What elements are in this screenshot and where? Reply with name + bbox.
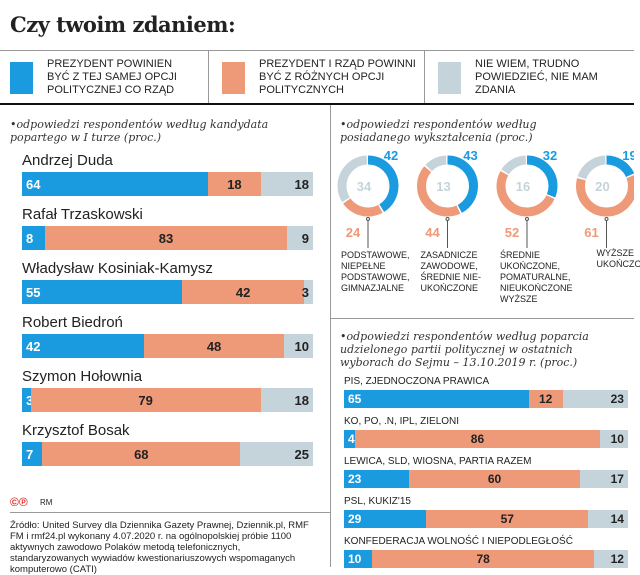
- bar-segment: 18: [208, 172, 260, 196]
- category-label: KO, PO, .N, IPL, ZIELONI: [344, 416, 459, 427]
- bar-segment: 79: [31, 388, 261, 412]
- copyright-icon: ©℗: [10, 495, 28, 509]
- bar-segment: 17: [580, 470, 628, 488]
- category-label: Krzysztof Bosak: [22, 422, 130, 439]
- legend-label: NIE WIEM, TRUDNO POWIEDZIEĆ, NIE MAM ZDA…: [475, 58, 605, 97]
- bar-segment: 3: [304, 280, 313, 304]
- category-label: ZASADNICZE ZAWODOWE, ŚREDNIE NIE-UKOŃCZO…: [421, 250, 501, 294]
- data-label: 43: [463, 148, 477, 163]
- category-label: Szymon Hołownia: [22, 368, 142, 385]
- donut-charts: 42 34 24 43 13 44 32 16 52 19 20 61: [331, 140, 634, 250]
- page-title: Czy twoim zdaniem:: [10, 12, 235, 37]
- data-label: 19: [622, 148, 634, 163]
- data-label: 24: [346, 225, 361, 240]
- bar-segment: 12: [529, 390, 563, 408]
- bar-segment: 4: [344, 430, 355, 448]
- bar-segment: 42: [182, 280, 304, 304]
- credit: RM: [40, 498, 52, 507]
- bar-segment: 9: [287, 226, 313, 250]
- divider: [0, 103, 634, 105]
- data-label: 34: [357, 179, 372, 194]
- divider: [424, 51, 425, 103]
- bar-segment: 10: [600, 430, 628, 448]
- category-label: ŚREDNIE UKOŃCZONE, POMATURALNE, NIEUKOŃC…: [500, 250, 580, 305]
- data-label: 20: [595, 179, 609, 194]
- bar-segment: 78: [372, 550, 594, 568]
- bar-segment: 29: [344, 510, 426, 528]
- bar-segment: 7: [22, 442, 42, 466]
- legend-item: PREZYDENT I RZĄD POWINNI BYĆ Z RÓŻNYCH O…: [222, 58, 419, 97]
- divider: [208, 51, 209, 103]
- data-label: 44: [425, 225, 440, 240]
- bar-segment: 42: [22, 334, 144, 358]
- bar-segment: 25: [240, 442, 313, 466]
- bar-segment: 55: [22, 280, 182, 304]
- legend-item: NIE WIEM, TRUDNO POWIEDZIEĆ, NIE MAM ZDA…: [438, 58, 605, 97]
- bar-segment: 64: [22, 172, 208, 196]
- bar-segment: 3: [22, 388, 31, 412]
- legend-swatch: [438, 62, 461, 94]
- leader-dot: [605, 218, 608, 221]
- bar-segment: 14: [588, 510, 628, 528]
- legend-item: PREZYDENT POWINIEN BYĆ Z TEJ SAMEJ OPCJI…: [10, 58, 197, 97]
- bar-segment: 8: [22, 226, 45, 250]
- legend-swatch: [10, 62, 33, 94]
- legend-swatch: [222, 62, 245, 94]
- bar-segment: 10: [284, 334, 313, 358]
- leader-dot: [446, 218, 449, 221]
- bar-segment: 10: [344, 550, 372, 568]
- divider: [331, 318, 634, 319]
- legend-label: PREZYDENT POWINIEN BYĆ Z TEJ SAMEJ OPCJI…: [47, 58, 197, 97]
- chart-title: odpowiedzi respondentów według poparcia …: [340, 330, 620, 369]
- category-label: Andrzej Duda: [22, 152, 113, 169]
- legend-label: PREZYDENT I RZĄD POWINNI BYĆ Z RÓŻNYCH O…: [259, 58, 419, 97]
- category-label: Władysław Kosiniak-Kamysz: [22, 260, 213, 277]
- data-label: 16: [516, 179, 530, 194]
- chart-title: odpowiedzi respondentów według kandydata…: [10, 118, 310, 144]
- bar-segment: 83: [45, 226, 287, 250]
- data-label: 52: [505, 225, 519, 240]
- leader-dot: [367, 218, 370, 221]
- bar-segment: 23: [563, 390, 628, 408]
- category-label: Robert Biedroń: [22, 314, 123, 331]
- bar-segment: 23: [344, 470, 409, 488]
- data-label: 42: [384, 148, 398, 163]
- bar-segment: 18: [261, 388, 313, 412]
- divider: [10, 512, 330, 513]
- leader-dot: [526, 218, 529, 221]
- bar-segment: 65: [344, 390, 529, 408]
- bar-segment: 68: [42, 442, 240, 466]
- divider: [0, 50, 634, 51]
- category-label: Rafał Trzaskowski: [22, 206, 143, 223]
- bar-segment: 12: [594, 550, 628, 568]
- source-note: Źródło: United Survey dla Dziennika Gaze…: [10, 520, 310, 575]
- category-label: KONFEDERACJA WOLNOŚĆ I NIEPODLEGŁOŚĆ: [344, 536, 573, 547]
- bar-segment: 60: [409, 470, 579, 488]
- bar-segment: 57: [426, 510, 588, 528]
- data-label: 61: [584, 225, 598, 240]
- bar-segment: 86: [355, 430, 599, 448]
- category-label: WYŻSZE UKOŃCZONE: [597, 248, 640, 270]
- bar-segment: 18: [261, 172, 313, 196]
- category-label: PSL, KUKIZ'15: [344, 496, 411, 507]
- bar-segment: 48: [144, 334, 284, 358]
- data-label: 13: [436, 179, 450, 194]
- data-label: 32: [543, 148, 557, 163]
- category-label: PiS, ZJEDNOCZONA PRAWICA: [344, 376, 489, 387]
- category-label: PODSTAWOWE, NIEPEŁNE PODSTAWOWE, GIMNAZJ…: [341, 250, 421, 294]
- category-label: LEWICA, SLD, WIOSNA, PARTIA RAZEM: [344, 456, 531, 467]
